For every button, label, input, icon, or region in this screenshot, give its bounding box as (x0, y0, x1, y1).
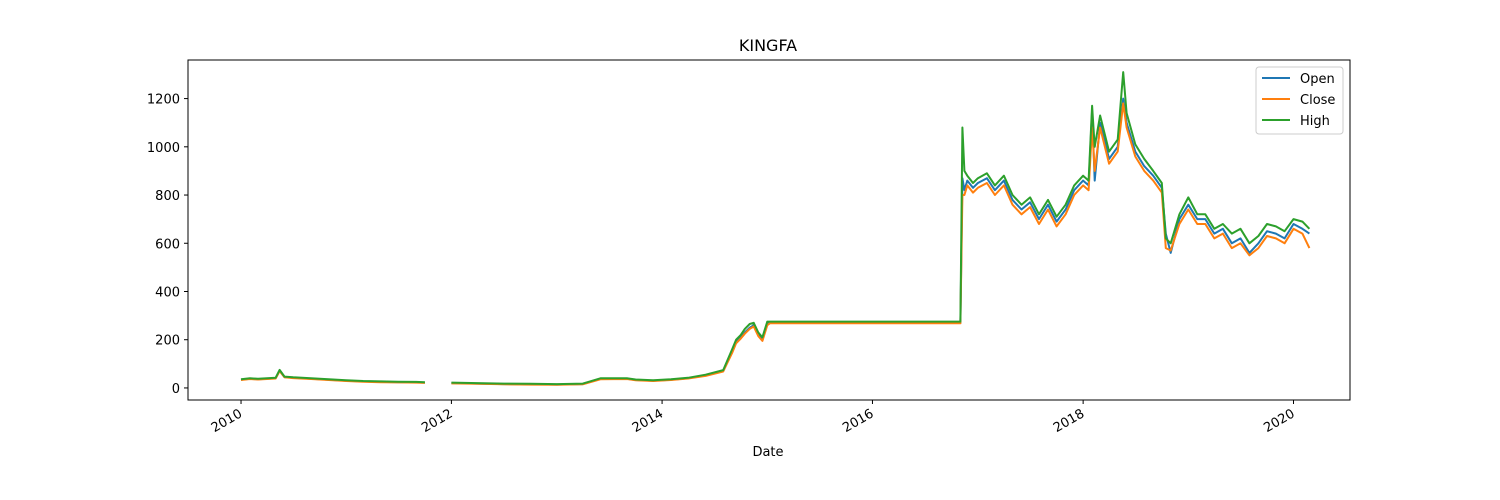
y-axis: 0 200 400 600 800 1000 1200 (147, 93, 188, 397)
y-tick-label: 1200 (147, 93, 180, 108)
chart-title: KINGFA (739, 36, 797, 55)
y-tick-label: 600 (155, 237, 180, 252)
x-axis-label: Date (752, 445, 783, 460)
legend-label-open: Open (1300, 72, 1335, 87)
legend-box (1255, 66, 1344, 135)
y-tick-label: 1000 (147, 141, 180, 156)
legend-label-close: Close (1300, 93, 1335, 108)
series-layer (240, 71, 1311, 386)
legend-label-high: High (1300, 114, 1330, 129)
y-tick-label: 0 (172, 382, 180, 397)
legend: Open Close High (1255, 66, 1344, 135)
series-line-high (240, 71, 1311, 386)
y-tick-label: 400 (155, 285, 180, 300)
plot-area (187, 59, 1351, 401)
y-tick-label: 800 (155, 189, 180, 204)
y-tick-label: 200 (155, 334, 180, 349)
